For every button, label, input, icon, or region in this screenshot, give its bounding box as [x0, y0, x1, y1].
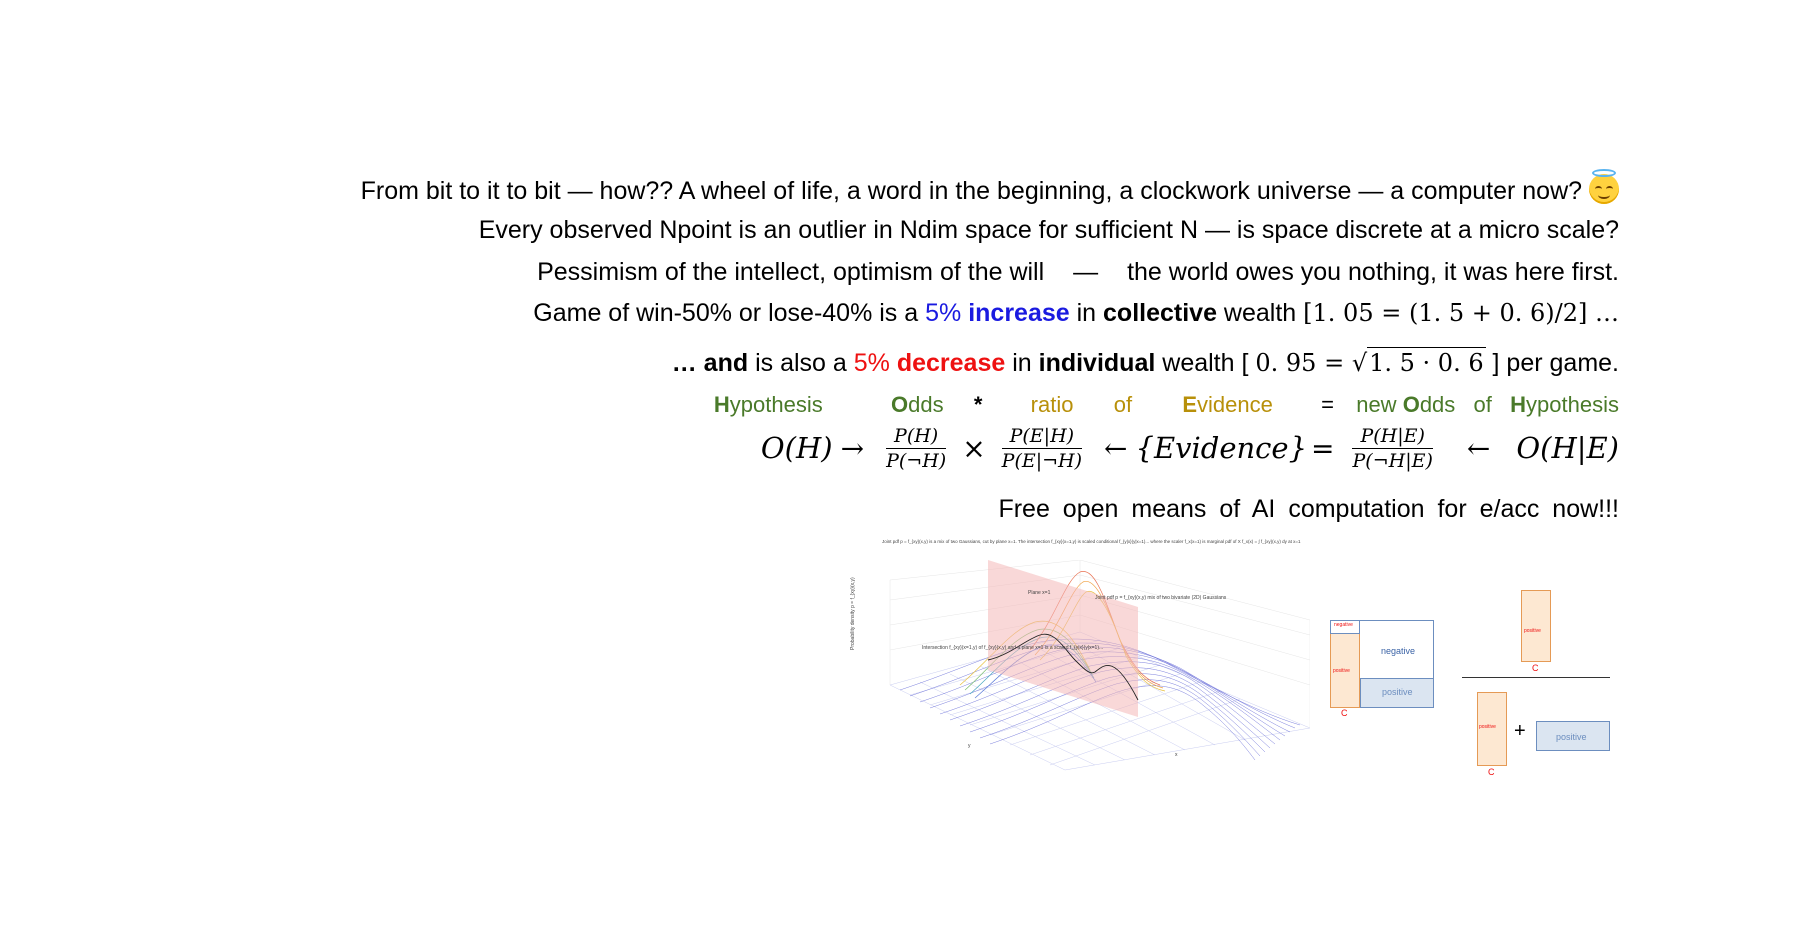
hypothesis-row: Hypothesis Odds * ratio of Evidence = ne…: [714, 390, 1619, 420]
joint-pdf-3d-plot: [889, 560, 1310, 771]
text-line-3: Pessimism of the intellect, optimism of …: [537, 257, 1619, 287]
posterior-fraction: P(H|E) P(¬H|E): [1345, 424, 1441, 473]
of2-word: of: [1473, 392, 1492, 417]
h-cap: H: [713, 392, 730, 417]
fraction-2-numerator: P(E|H): [1001, 424, 1083, 449]
h2-cap: H: [1510, 392, 1527, 417]
o2-cap: O: [1402, 392, 1420, 417]
evidence-set: {Evidence}: [1135, 431, 1308, 465]
of-word: of: [1113, 392, 1133, 417]
evidence-word: vidence: [1197, 392, 1273, 417]
fraction-1-numerator: P(H): [886, 424, 947, 449]
likelihood-fraction: P(E|H) P(E|¬H): [994, 424, 1090, 473]
intersection-label: Intersection f_{xy}(x=1,y) of f_{xy}(x,y…: [922, 645, 1104, 651]
odds-word: dds: [908, 392, 944, 417]
line-1-text: From bit to it to bit — how?? A wheel of…: [360, 177, 1583, 205]
denominator-positive-label: positive: [1556, 732, 1587, 742]
bayes-formula: O(H) → P(H) P(¬H) × P(E|H) P(E|¬H) ← {Evid…: [761, 418, 1619, 478]
smiling-face-with-halo-icon: [1589, 169, 1619, 204]
negative-small-label: negative: [1334, 622, 1353, 628]
prior-odds: O(H): [760, 431, 833, 465]
line-3-dash: —: [1073, 258, 1099, 286]
text-line-4: Game of win-50% or lose-40% is a 5% incr…: [533, 298, 1619, 328]
line-3-part-b: the world owes you nothing, it was here …: [1127, 258, 1619, 286]
fraction-denominator-positive-box: [1536, 721, 1610, 751]
decrease-percent: 5%: [853, 349, 897, 377]
positive-label: positive: [1382, 687, 1413, 697]
fraction-1-denominator: P(¬H): [886, 449, 947, 472]
line-5-part-f: ] per game.: [1485, 349, 1619, 377]
left-arrow-2: ←: [1466, 431, 1491, 465]
line-5-part-c: in: [1005, 349, 1039, 377]
line-5-math: 0. 95 =: [1255, 349, 1352, 377]
sqrt-sign: √: [1351, 349, 1368, 377]
line-5-and: … and: [671, 349, 749, 377]
e-cap: E: [1182, 392, 1197, 417]
negative-label: negative: [1381, 646, 1416, 656]
positive-small-label: positive: [1333, 668, 1350, 674]
condition-c-label-2: C: [1532, 663, 1539, 673]
fraction-denominator-condition-box: [1477, 692, 1507, 766]
denominator-positive-condition: positive: [1479, 724, 1496, 730]
o-cap: O: [890, 392, 909, 417]
text-line-1: From bit to it to bit — how?? A wheel of…: [360, 169, 1619, 206]
times-sign: ×: [962, 431, 986, 465]
ratio-word: ratio: [1030, 392, 1074, 417]
text-line-5: … and is also a 5% decrease in individua…: [672, 347, 1619, 378]
prior-fraction: P(H) P(¬H): [878, 424, 954, 473]
y-axis-label: y: [968, 743, 971, 749]
fraction-bar: [1462, 677, 1610, 678]
x-axis-label: x: [1175, 752, 1178, 758]
left-arrow: ←: [1104, 431, 1128, 465]
line-4-part-a: Game of win-50% or lose-40% is a: [533, 299, 926, 327]
line-4-part-c: in: [1069, 299, 1104, 327]
new-word: new: [1356, 392, 1397, 417]
increase-word: increase: [968, 299, 1070, 327]
hypothesis2-word: ypothesis: [1526, 392, 1619, 417]
decrease-word: decrease: [896, 349, 1006, 377]
odds2-word: dds: [1419, 392, 1456, 417]
posterior-odds: O(H|E): [1516, 431, 1619, 465]
plus-sign: +: [1514, 720, 1526, 742]
condition-negative-region: [1330, 620, 1360, 634]
fraction-numerator-box: [1521, 590, 1551, 662]
multiply-star: *: [973, 392, 983, 417]
cutting-plane: [988, 560, 1138, 717]
collective-word: collective: [1103, 299, 1217, 327]
line-8-text: Free open means of AI computation for e/…: [998, 495, 1619, 523]
line-5-part-e: wealth [: [1155, 349, 1256, 377]
line-5-sqrt-content: 1. 5 · 0. 6: [1367, 347, 1486, 377]
right-arrow: →: [840, 431, 865, 465]
fraction-3-denominator: P(¬H|E): [1352, 449, 1433, 472]
line-5-part-b: is also a: [748, 349, 854, 377]
line-2-text: Every observed Npoint is an outlier in N…: [478, 216, 1619, 244]
line-4-part-e: wealth: [1216, 299, 1304, 327]
individual-word: individual: [1038, 349, 1156, 377]
fraction-2-denominator: P(E|¬H): [1001, 449, 1083, 472]
hypothesis-word: ypothesis: [729, 392, 823, 417]
positive-region: [1360, 678, 1434, 708]
intersection-curve: [987, 633, 1139, 701]
condition-c-label-1: C: [1341, 708, 1348, 718]
equals-sign: =: [1321, 392, 1334, 417]
fraction-3-numerator: P(H|E): [1352, 424, 1433, 449]
text-line-8: Free open means of AI computation for e/…: [998, 494, 1619, 524]
text-line-2: Every observed Npoint is an outlier in N…: [479, 215, 1619, 245]
condition-c-label-3: C: [1488, 767, 1495, 777]
line-4-math: [1. 05 = (1. 5 + 0. 6)/2] …: [1303, 299, 1619, 327]
figure-caption: Joint pdf p = f_{xy}(x,y) is a mix of tw…: [882, 539, 1301, 544]
condition-box: [1330, 620, 1360, 708]
plane-label: Plane x=1: [1028, 590, 1051, 596]
line-3-part-a: Pessimism of the intellect, optimism of …: [537, 258, 1045, 286]
increase-percent: 5%: [925, 299, 969, 327]
z-axis-label: Probability density p = f_{xy}(x,y): [850, 577, 856, 650]
fraction-numerator-positive: positive: [1524, 628, 1541, 634]
formula-equals: =: [1311, 431, 1335, 465]
surface-label: Joint pdf p = f_{xy}(x,y) mix of two biv…: [1095, 595, 1227, 601]
